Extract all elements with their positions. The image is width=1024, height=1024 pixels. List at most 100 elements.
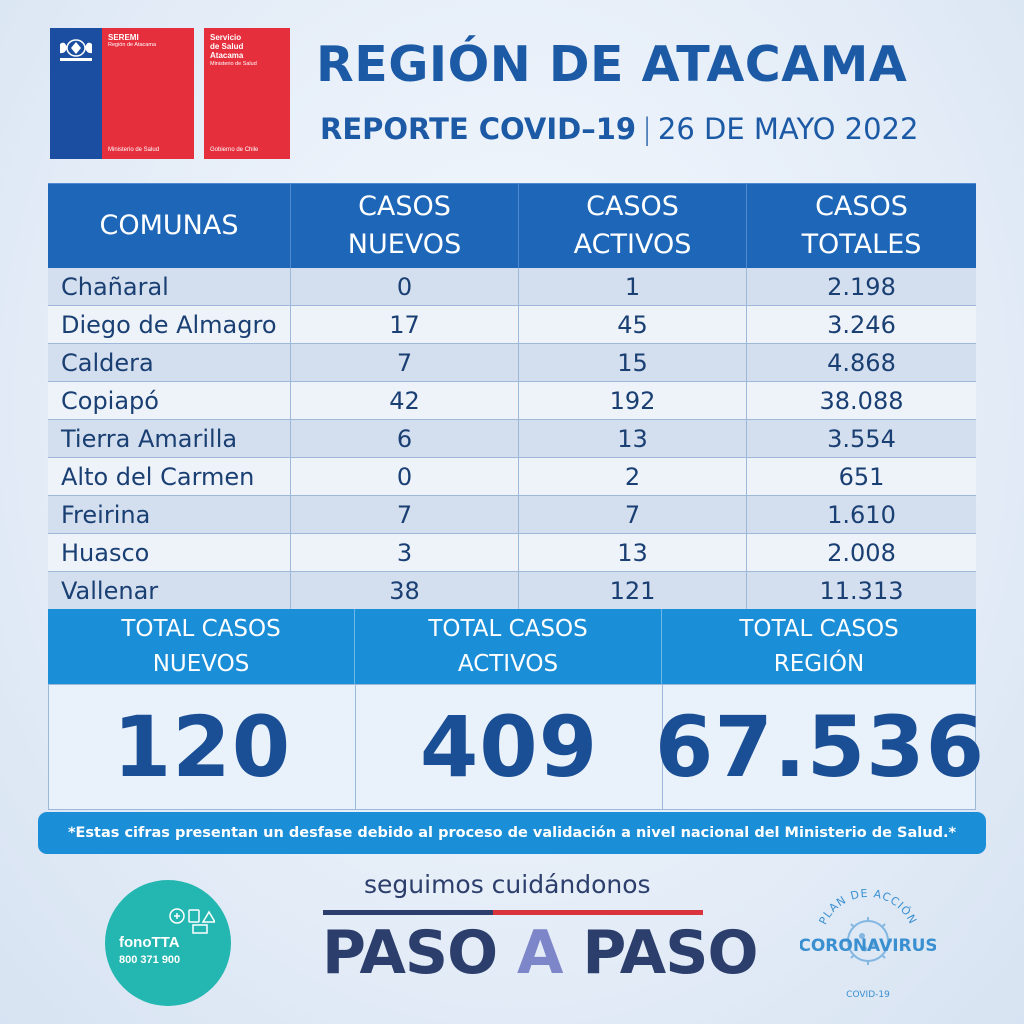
cell-nuevos: 17: [291, 306, 519, 343]
cell-activos: 121: [519, 572, 747, 609]
seremi-region: Región de Atacama: [108, 42, 157, 49]
header-casos-nuevos-line2: NUEVOS: [347, 229, 462, 260]
total-nuevos-label-line1: TOTAL CASOS: [121, 616, 281, 642]
covid19-text: COVID-19: [846, 990, 890, 1000]
total-region-value: 67.536: [654, 698, 986, 796]
table-row: Copiapó 42 192 38.088: [48, 382, 976, 420]
header-casos-activos: CASOS ACTIVOS: [519, 184, 747, 268]
totals-header: TOTAL CASOS NUEVOS TOTAL CASOS ACTIVOS T…: [48, 609, 976, 684]
paso-a-paso-logo: PASO A PASO: [322, 918, 758, 988]
totals-values: 120 409 67.536: [48, 684, 986, 810]
table-row: Chañaral 0 1 2.198: [48, 268, 976, 306]
cell-nuevos: 7: [291, 344, 519, 381]
cell-activos: 2: [519, 458, 747, 495]
cell-nuevos: 0: [291, 458, 519, 495]
cell-activos: 15: [519, 344, 747, 381]
servicio-salud-logo: Servicio de Salud Atacama Ministerio de …: [204, 28, 290, 159]
cell-nuevos: 0: [291, 268, 519, 305]
report-subtitle: REPORTE COVID–19 | 26 DE MAYO 2022: [320, 112, 918, 146]
header-casos-activos-line2: ACTIVOS: [573, 229, 692, 260]
seremi-logo-blue-band: [50, 28, 102, 159]
virus-icon: [844, 917, 892, 965]
divider-red: [493, 910, 703, 915]
total-region-label: TOTAL CASOS REGIÓN: [662, 609, 976, 684]
table-row: Caldera 7 15 4.868: [48, 344, 976, 382]
cell-totales: 1.610: [827, 500, 896, 529]
cell-totales: 11.313: [819, 576, 904, 605]
cell-nuevos: 7: [291, 496, 519, 533]
cell-activos: 45: [519, 306, 747, 343]
header-casos-nuevos-line1: CASOS: [358, 191, 451, 223]
tta-services-icon: [169, 908, 215, 934]
cell-comuna: Huasco: [48, 534, 291, 571]
total-activos-label: TOTAL CASOS ACTIVOS: [355, 609, 662, 684]
total-activos-label-line1: TOTAL CASOS: [428, 616, 588, 642]
coronavirus-text: CORONAVIRUS: [800, 936, 936, 956]
seremi-ministry: Ministerio de Salud: [108, 147, 160, 153]
cell-activos: 13: [519, 534, 747, 571]
total-activos-value: 409: [356, 685, 663, 809]
header-casos-totales-line2: TOTALES: [801, 229, 922, 260]
cell-comuna: Vallenar: [48, 572, 291, 609]
table-header: COMUNAS CASOS NUEVOS CASOS ACTIVOS CASOS…: [48, 183, 976, 268]
cell-comuna: Chañaral: [48, 268, 291, 305]
cell-nuevos: 42: [291, 382, 519, 419]
servicio-footer: Gobierno de Chile: [210, 147, 259, 153]
total-region-label-line1: TOTAL CASOS: [739, 616, 899, 642]
table-row: Alto del Carmen 0 2 651: [48, 458, 976, 496]
cell-comuna: Caldera: [48, 344, 291, 381]
servicio-title-1: Servicio: [210, 33, 242, 42]
cell-totales: 3.554: [827, 424, 896, 453]
cell-comuna: Alto del Carmen: [48, 458, 291, 495]
servicio-title-3: Atacama: [210, 51, 244, 61]
seremi-title: SEREMI: [108, 33, 139, 42]
cell-nuevos: 38: [291, 572, 519, 609]
fonotta-name: fonoTTA: [119, 934, 180, 951]
servicio-title-2: de Salud: [210, 42, 244, 52]
cell-totales: 2.008: [827, 538, 896, 567]
seremi-logo-red-band: SEREMI Región de Atacama Ministerio de S…: [102, 28, 194, 159]
page-title: REGIÓN DE ATACAMA: [316, 36, 908, 93]
fonotta-number: 800 371 900: [119, 954, 181, 966]
cases-table: COMUNAS CASOS NUEVOS CASOS ACTIVOS CASOS…: [48, 183, 976, 610]
cell-totales: 2.198: [827, 272, 896, 301]
cell-totales: 38.088: [819, 386, 904, 415]
cell-comuna: Tierra Amarilla: [48, 420, 291, 457]
table-row: Diego de Almagro 17 45 3.246: [48, 306, 976, 344]
disclaimer-banner: *Estas cifras presentan un desfase debid…: [38, 812, 986, 854]
cell-activos: 13: [519, 420, 747, 457]
slogan: seguimos cuidándonos: [364, 870, 651, 899]
table-row: Tierra Amarilla 6 13 3.554: [48, 420, 976, 458]
table-row: Freirina 7 7 1.610: [48, 496, 976, 534]
chile-seal-icon: [60, 39, 92, 61]
total-activos-label-line2: ACTIVOS: [457, 650, 559, 677]
paso-a-word: A: [517, 918, 563, 988]
seremi-logo: SEREMI Región de Atacama Ministerio de S…: [50, 28, 194, 159]
cell-activos: 7: [519, 496, 747, 533]
cell-activos: 1: [519, 268, 747, 305]
total-region-label-line2: REGIÓN: [773, 650, 865, 677]
cell-comuna: Diego de Almagro: [48, 306, 291, 343]
cell-nuevos: 6: [291, 420, 519, 457]
table-row: Vallenar 38 121 11.313: [48, 572, 976, 610]
cell-totales: 651: [838, 462, 885, 491]
total-nuevos-label-line2: NUEVOS: [152, 650, 250, 677]
header-casos-totales: CASOS TOTALES: [747, 184, 976, 268]
report-label: REPORTE COVID–19: [320, 112, 637, 146]
header-comunas: COMUNAS: [48, 184, 291, 268]
header-casos-totales-line1: CASOS: [815, 191, 908, 223]
cell-comuna: Copiapó: [48, 382, 291, 419]
total-nuevos-label: TOTAL CASOS NUEVOS: [48, 609, 355, 684]
paso-a-paso-divider: [323, 910, 703, 915]
paso-word-2: PASO: [582, 918, 758, 988]
cell-comuna: Freirina: [48, 496, 291, 533]
table-row: Huasco 3 13 2.008: [48, 534, 976, 572]
fonotta-badge: fonoTTA 800 371 900: [105, 880, 231, 1006]
plan-accion-coronavirus-logo: PLAN DE ACCIÓN CORONAVIRUS COVID-19: [800, 887, 936, 1000]
report-date: 26 DE MAYO 2022: [657, 112, 919, 146]
subtitle-separator: |: [642, 112, 652, 146]
cell-totales: 3.246: [827, 310, 896, 339]
servicio-ministry: Ministerio de Salud: [210, 60, 257, 67]
header-casos-activos-line1: CASOS: [586, 191, 679, 223]
cell-activos: 192: [519, 382, 747, 419]
